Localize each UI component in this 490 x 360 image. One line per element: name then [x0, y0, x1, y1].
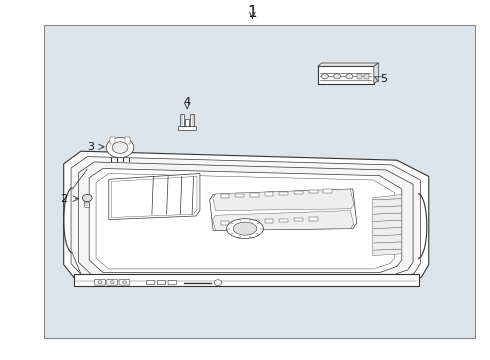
Polygon shape: [74, 274, 419, 286]
Polygon shape: [64, 151, 429, 286]
Ellipse shape: [233, 222, 257, 235]
FancyBboxPatch shape: [147, 280, 155, 285]
Circle shape: [110, 281, 114, 284]
Polygon shape: [374, 63, 378, 84]
Polygon shape: [125, 137, 130, 144]
Polygon shape: [372, 194, 402, 256]
Text: 2: 2: [60, 194, 68, 204]
Text: 4: 4: [184, 96, 191, 107]
Ellipse shape: [226, 219, 264, 239]
FancyBboxPatch shape: [95, 279, 105, 285]
Circle shape: [122, 281, 126, 284]
FancyBboxPatch shape: [168, 280, 176, 285]
Polygon shape: [180, 114, 184, 126]
Bar: [357, 74, 362, 79]
Bar: [294, 191, 303, 194]
Polygon shape: [89, 168, 402, 273]
Polygon shape: [78, 162, 413, 277]
Bar: [220, 194, 229, 198]
Bar: [323, 189, 332, 193]
Bar: [220, 221, 229, 225]
Polygon shape: [109, 174, 200, 220]
Polygon shape: [213, 189, 354, 211]
Polygon shape: [318, 63, 378, 66]
FancyBboxPatch shape: [157, 280, 166, 285]
Bar: [235, 194, 244, 197]
Polygon shape: [185, 119, 189, 126]
Polygon shape: [71, 157, 420, 282]
Circle shape: [214, 280, 222, 285]
Polygon shape: [110, 137, 115, 144]
Polygon shape: [213, 211, 354, 230]
Text: 1: 1: [247, 5, 257, 20]
Bar: [265, 192, 273, 196]
Bar: [250, 220, 259, 224]
Polygon shape: [190, 114, 194, 126]
Circle shape: [112, 142, 128, 153]
FancyBboxPatch shape: [107, 279, 118, 285]
Bar: [364, 74, 369, 79]
Polygon shape: [210, 189, 357, 230]
Bar: [309, 190, 318, 193]
Circle shape: [346, 74, 353, 79]
Bar: [309, 217, 318, 221]
Bar: [235, 221, 244, 224]
Polygon shape: [318, 66, 374, 84]
Bar: [279, 192, 288, 195]
Polygon shape: [178, 126, 196, 130]
Text: 5: 5: [380, 74, 387, 84]
Bar: [44, 25, 475, 338]
Circle shape: [82, 194, 92, 202]
Bar: [294, 218, 303, 221]
Circle shape: [106, 138, 134, 158]
FancyBboxPatch shape: [119, 279, 130, 285]
Bar: [265, 219, 273, 223]
Bar: [279, 219, 288, 222]
Circle shape: [321, 74, 328, 79]
Circle shape: [98, 281, 102, 284]
Circle shape: [334, 74, 341, 79]
FancyBboxPatch shape: [85, 199, 90, 207]
Text: 3: 3: [87, 142, 94, 152]
Bar: [250, 193, 259, 197]
